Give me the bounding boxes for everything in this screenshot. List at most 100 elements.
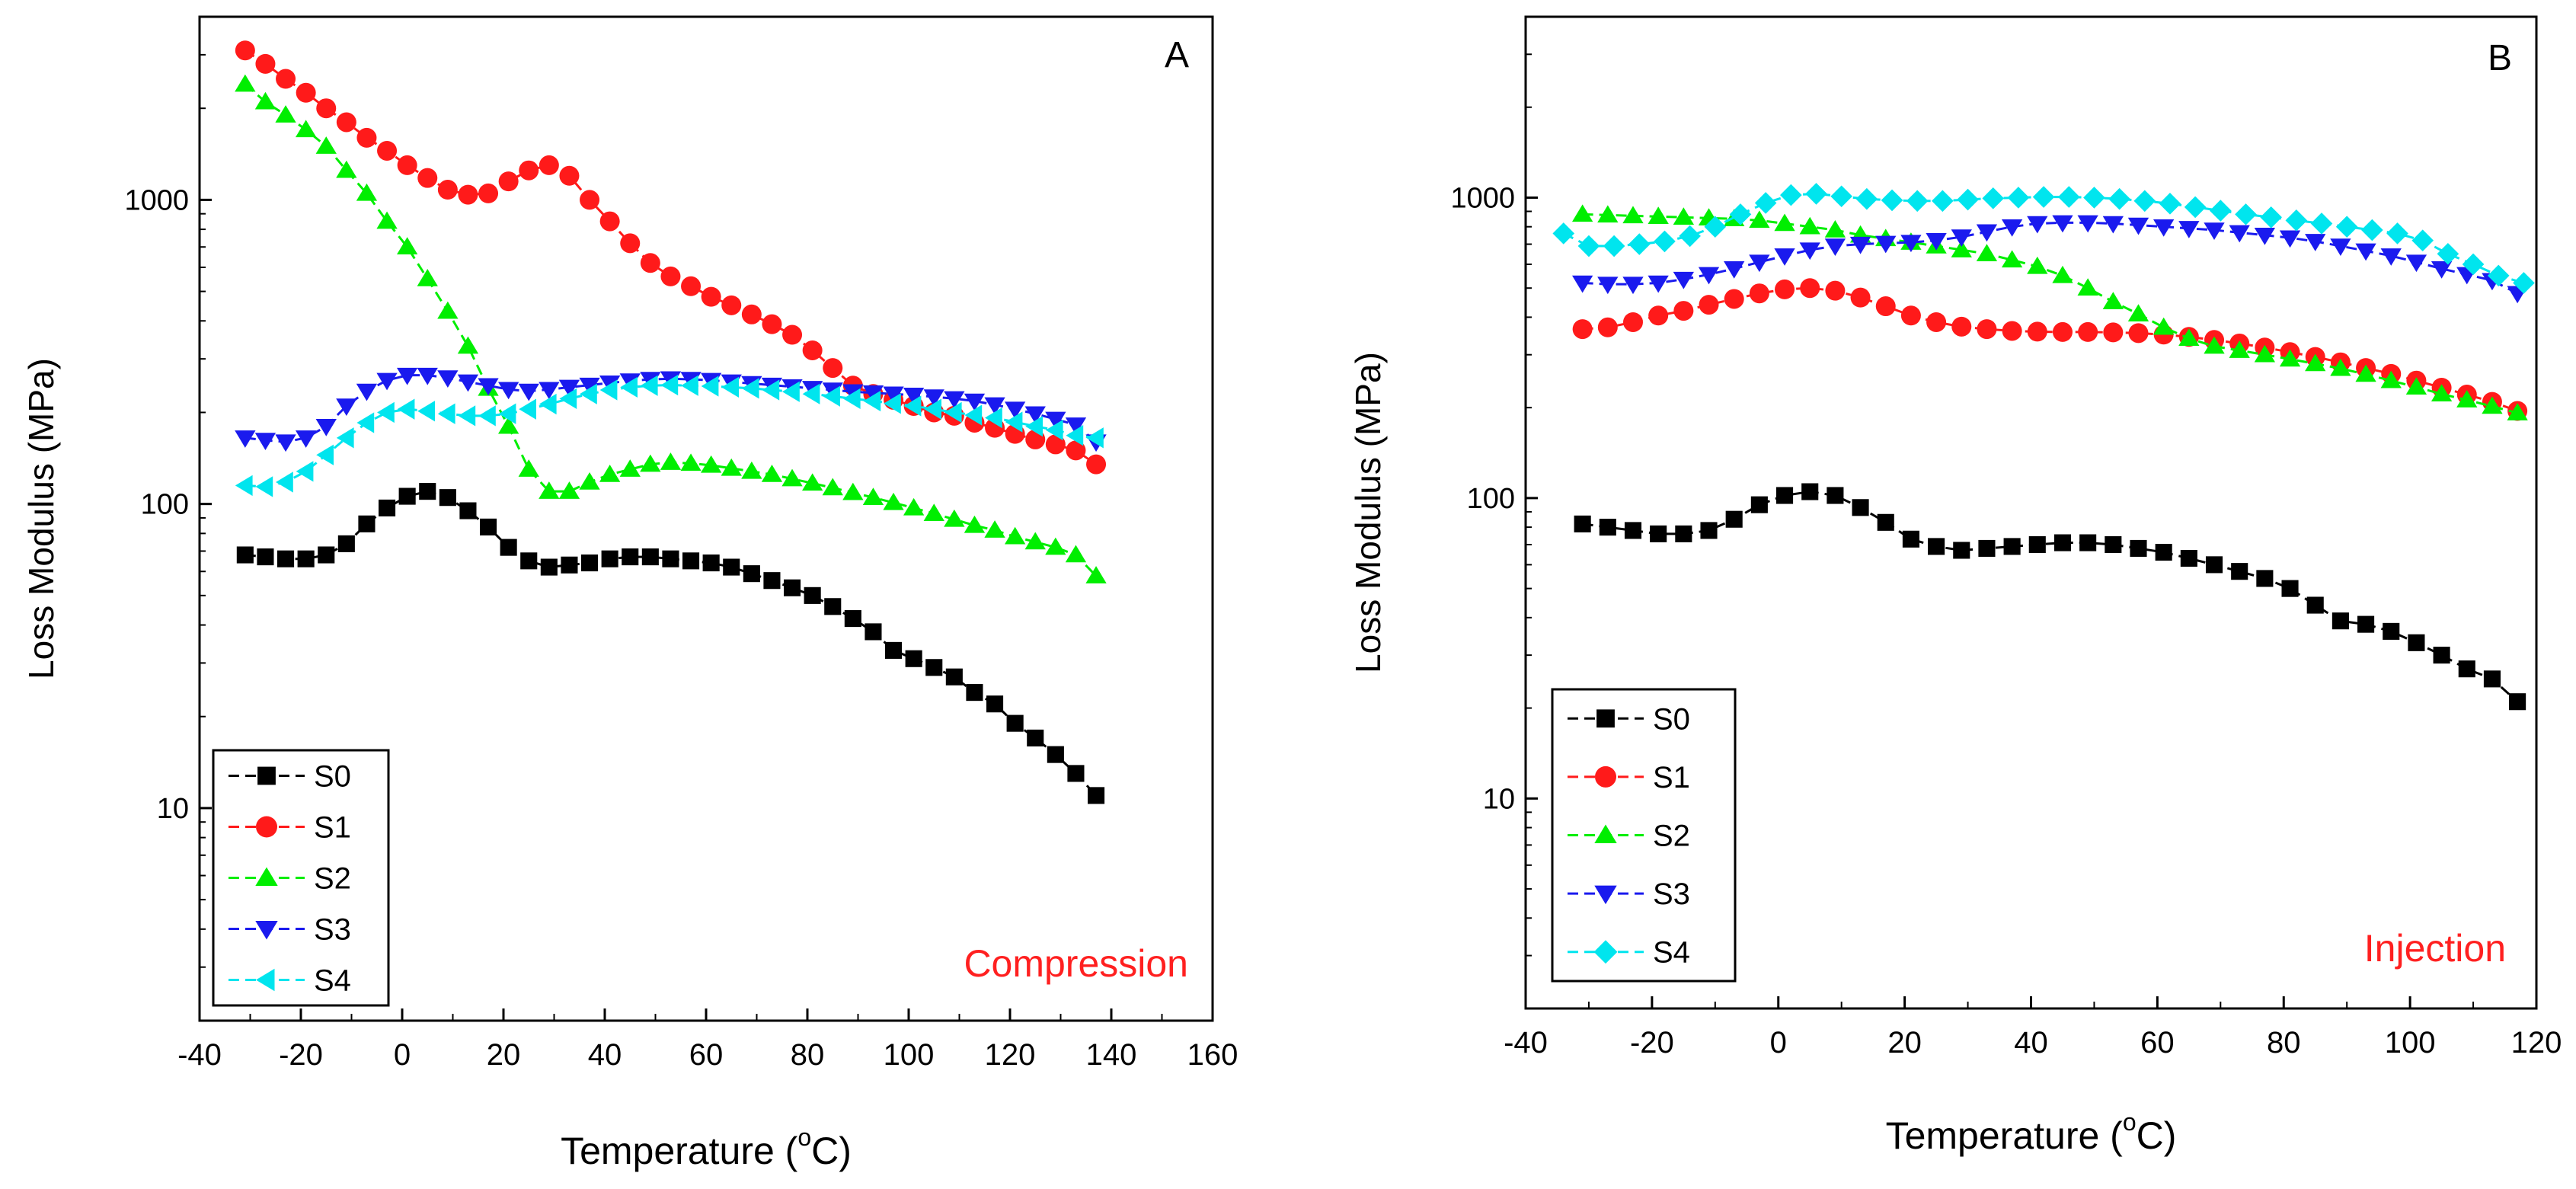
data-point bbox=[599, 464, 621, 482]
data-point bbox=[457, 374, 479, 392]
data-point bbox=[2178, 221, 2200, 238]
data-point bbox=[2127, 304, 2149, 321]
data-point bbox=[2507, 403, 2528, 420]
data-point bbox=[2210, 200, 2232, 222]
data-point bbox=[1552, 222, 1575, 245]
data-point bbox=[2437, 242, 2459, 265]
data-point bbox=[1571, 204, 1593, 222]
data-point bbox=[763, 572, 781, 590]
data-point bbox=[1065, 417, 1087, 435]
data-point bbox=[1066, 425, 1084, 446]
data-point bbox=[802, 340, 823, 360]
data-point bbox=[1679, 225, 1701, 248]
data-point bbox=[1982, 187, 2005, 209]
series-s0 bbox=[236, 483, 1105, 804]
x-axis-title: Temperature (oC) bbox=[561, 1123, 852, 1172]
data-point bbox=[336, 427, 354, 449]
data-point bbox=[2405, 377, 2427, 395]
data-point bbox=[1654, 230, 1676, 253]
data-point bbox=[398, 487, 416, 505]
data-point bbox=[2305, 353, 2326, 372]
data-point bbox=[2032, 186, 2055, 208]
data-point bbox=[397, 367, 418, 385]
data-point bbox=[2355, 364, 2376, 382]
data-point bbox=[579, 471, 600, 490]
data-point bbox=[741, 304, 762, 324]
data-point bbox=[315, 418, 337, 436]
legend-label-s4: S4 bbox=[314, 964, 351, 998]
data-point bbox=[743, 565, 760, 583]
data-point bbox=[1754, 192, 1777, 214]
data-point bbox=[478, 183, 499, 203]
x-axis-degree-sign: o bbox=[797, 1123, 811, 1151]
data-point bbox=[1749, 283, 1769, 304]
data-point bbox=[620, 233, 641, 254]
x-axis-title-unit: C) bbox=[811, 1130, 852, 1172]
data-point bbox=[356, 383, 378, 401]
data-point bbox=[254, 91, 276, 110]
x-tick-label: 60 bbox=[689, 1038, 724, 1072]
data-point bbox=[296, 120, 317, 138]
data-point bbox=[1976, 224, 1998, 242]
data-point bbox=[1622, 312, 1643, 332]
series-s1 bbox=[1572, 278, 2528, 421]
data-point bbox=[1749, 254, 1770, 273]
legend-marker-s4 bbox=[256, 968, 275, 992]
x-tick-label: -40 bbox=[1504, 1026, 1548, 1060]
data-point bbox=[1799, 242, 1820, 260]
legend-marker-s0 bbox=[257, 766, 276, 785]
data-point bbox=[660, 374, 679, 396]
data-point bbox=[701, 376, 719, 397]
data-point bbox=[862, 487, 884, 505]
data-point bbox=[1047, 746, 1064, 763]
data-point bbox=[762, 379, 780, 401]
legend-label-s0: S0 bbox=[1653, 702, 1690, 736]
data-point bbox=[1750, 496, 1768, 513]
data-point bbox=[2052, 215, 2073, 233]
data-point bbox=[1599, 519, 1616, 536]
data-point bbox=[1622, 276, 1644, 295]
chart-panel-a: -40 -20 0 20 40 60 80 100 120 140 160 10 100 1000 Loss… bbox=[21, 15, 1238, 1172]
data-point bbox=[2330, 238, 2351, 257]
data-point bbox=[337, 535, 355, 552]
data-point bbox=[296, 461, 314, 482]
legend-marker-s3 bbox=[1594, 885, 1617, 905]
data-point bbox=[2509, 693, 2526, 711]
data-point bbox=[1951, 229, 1972, 248]
data-point bbox=[964, 393, 986, 411]
data-point bbox=[580, 383, 597, 404]
legend-label-s0: S0 bbox=[314, 760, 351, 794]
data-point bbox=[318, 546, 335, 564]
x-tick-label: 60 bbox=[2140, 1026, 2175, 1060]
data-point bbox=[1951, 316, 1972, 337]
series-s0 bbox=[1574, 483, 2526, 711]
data-point bbox=[721, 376, 739, 398]
data-point bbox=[1675, 525, 1692, 542]
data-point bbox=[458, 184, 478, 205]
data-point bbox=[984, 397, 1005, 415]
data-point bbox=[1597, 317, 1618, 337]
data-point bbox=[1976, 244, 1998, 262]
data-point bbox=[519, 398, 536, 420]
data-point bbox=[1928, 538, 1945, 555]
data-point bbox=[539, 382, 560, 400]
data-point bbox=[1700, 522, 1718, 539]
data-point bbox=[862, 385, 884, 403]
data-point bbox=[925, 659, 943, 676]
data-point bbox=[721, 295, 742, 315]
data-point bbox=[1024, 406, 1046, 424]
data-point bbox=[2127, 217, 2149, 235]
data-point bbox=[296, 430, 317, 448]
data-point bbox=[2383, 622, 2400, 640]
data-point bbox=[1827, 487, 1844, 504]
data-point bbox=[2361, 219, 2383, 241]
data-point bbox=[2456, 390, 2478, 408]
data-point bbox=[1978, 539, 1996, 558]
data-point bbox=[2128, 323, 2149, 344]
x-axis-title: Temperature (oC) bbox=[1886, 1108, 2177, 1157]
data-point bbox=[1774, 213, 1795, 232]
data-point bbox=[782, 381, 800, 402]
data-point bbox=[275, 434, 296, 452]
data-point bbox=[945, 668, 963, 686]
data-point bbox=[235, 74, 256, 92]
